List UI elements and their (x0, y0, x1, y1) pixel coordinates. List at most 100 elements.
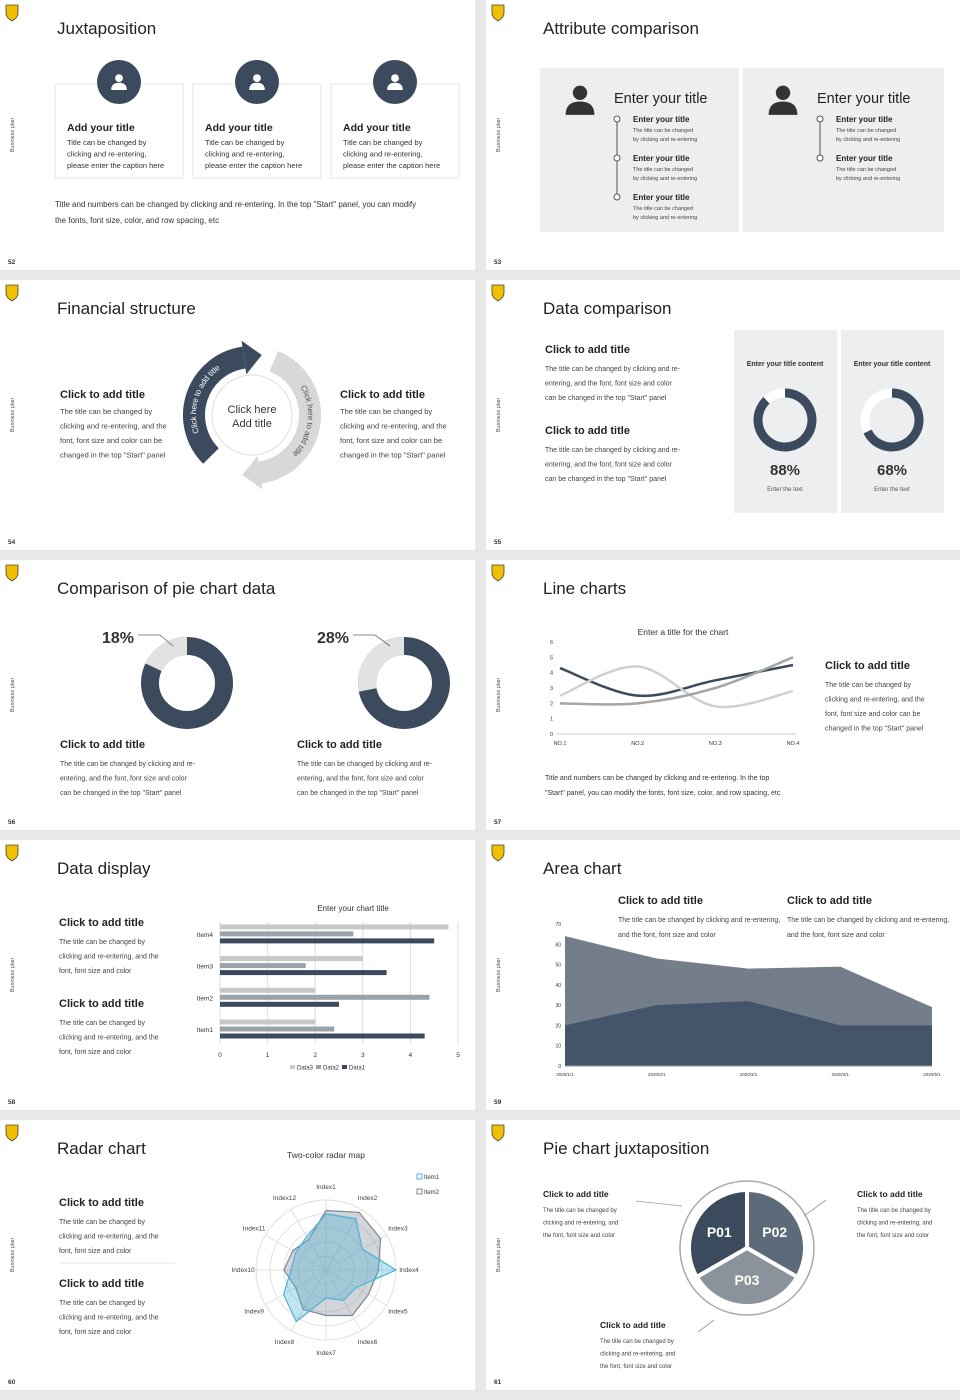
radar-spoke (325, 1234, 387, 1271)
panel-title: Enter your title content (747, 361, 824, 368)
y-tick-label: 10 (555, 1044, 561, 1050)
y-tick-label: 0 (550, 732, 553, 738)
block-title: Click to add title (543, 1189, 609, 1199)
card-text: clicking and re-entering, (205, 150, 285, 159)
slide: Financial structure 54 Business plan Click … (0, 280, 475, 550)
bar (220, 994, 430, 1000)
block-text: font, font size and color (59, 1049, 132, 1056)
donut-label: 88% (770, 462, 800, 479)
block-title: Click to add title (297, 739, 382, 751)
side-label: Business plan (496, 398, 502, 432)
y-tick-label: 30 (555, 1003, 561, 1009)
side-label: Business plan (496, 678, 502, 712)
block-text: entering, and the font, font size and co… (545, 381, 673, 388)
card-title: Add your title (343, 122, 411, 134)
block-text: the font, font size and color (857, 1233, 929, 1239)
block-text: The title can be changed by (340, 407, 432, 416)
slide-title: Radar chart (57, 1139, 146, 1158)
y-tick-label: 5 (550, 655, 553, 661)
side-label: Business plan (10, 1238, 16, 1272)
legend-swatch (316, 1065, 321, 1069)
donut-value (358, 637, 405, 692)
block-text: The title can be changed by (60, 407, 152, 416)
slide: Pie chart juxtaposition 61 Business plan P0… (486, 1120, 960, 1390)
x-tick-label: 2020/3/1 (740, 1072, 758, 1077)
block-text: entering, and the font, font size and co… (545, 462, 673, 469)
person-icon-head (253, 74, 261, 82)
logo (5, 284, 19, 302)
block-title: Click to add title (59, 998, 144, 1010)
radar-label: Index12 (273, 1195, 297, 1202)
item-text: The title can be changed (836, 128, 896, 134)
y-tick-label: Item2 (197, 995, 214, 1002)
block-text: entering, and the font, font size and co… (60, 776, 188, 783)
slide-number: 59 (494, 1099, 502, 1106)
logo (491, 844, 505, 862)
block-text: The title can be changed by clicking and… (545, 366, 681, 373)
bar (220, 1033, 425, 1039)
block-text: and the font, font size and color (787, 932, 885, 939)
timeline-dot (816, 154, 824, 162)
timeline-dot (613, 193, 621, 201)
logo (5, 564, 19, 582)
donut-value (145, 637, 188, 672)
block-text: font, font size and color (59, 968, 132, 975)
block-title: Click to add title (545, 344, 630, 356)
x-tick-label: 5 (456, 1052, 460, 1059)
block-text: clicking and re-entering, and the (825, 697, 925, 704)
bar (220, 931, 354, 937)
block-text: clicking and re-entering, and the (59, 1035, 159, 1042)
y-tick-label: Item3 (197, 964, 214, 971)
timeline-dot (613, 154, 621, 162)
line-series (559, 665, 794, 709)
chart-title: Enter a title for the chart (638, 627, 729, 637)
logo (491, 4, 505, 22)
block-text: font, font size and color (59, 1329, 132, 1336)
block-text: entering, and the font, font size and co… (297, 776, 425, 783)
block-text: clicking and re-entering, and the (59, 954, 159, 961)
block-title: Click to add title (787, 895, 872, 907)
slide-number: 58 (8, 1099, 16, 1106)
slide-number: 60 (8, 1379, 16, 1386)
donut-caption: Enter the text (767, 487, 803, 493)
y-tick-label: 6 (550, 640, 553, 646)
x-tick-label: 3 (361, 1052, 365, 1059)
y-tick-label: Item4 (197, 932, 214, 939)
y-tick-label: 1 (550, 717, 553, 723)
area (565, 1001, 932, 1066)
bar (220, 987, 316, 993)
block-text: The title can be changed by (59, 939, 146, 946)
card-text: please enter the caption here (67, 161, 164, 170)
legend-label: Item1 (424, 1175, 440, 1181)
legend-swatch (416, 1173, 423, 1180)
person-icon-body (565, 101, 595, 115)
y-tick-label: 70 (555, 922, 561, 928)
radar-label: Index6 (358, 1339, 378, 1346)
cycle-center-text: Click here (228, 404, 277, 416)
item-text: The title can be changed (633, 128, 693, 134)
side-label: Business plan (10, 398, 16, 432)
x-tick-label: 2020/5/1 (923, 1072, 941, 1077)
block-text: changed in the top "Start" panel (340, 451, 446, 460)
block-title: Click to add title (618, 895, 703, 907)
item-title: Enter your title (836, 154, 893, 163)
segment-label: P02 (762, 1224, 787, 1240)
card-title: Add your title (205, 122, 273, 134)
slide: Area chart 59 Business plan Click to add ti… (486, 840, 960, 1110)
bar (220, 924, 449, 930)
logo (491, 564, 505, 582)
bar (220, 963, 306, 969)
slide-bg (486, 560, 960, 830)
y-tick-label: 60 (555, 942, 561, 948)
slide-bg (0, 1120, 475, 1390)
logo (5, 844, 19, 862)
legend-label: Item2 (424, 1190, 440, 1196)
card-text: clicking and re-entering, (67, 150, 147, 159)
item-text: by clicking and re-entering (836, 176, 900, 182)
logo (491, 284, 505, 302)
block-title: Click to add title (59, 1278, 144, 1290)
card-icon (235, 60, 279, 104)
card-text: Title can be changed by (205, 138, 285, 147)
panel (540, 68, 739, 232)
slide: Line charts 57 Business plan Enter a title … (486, 560, 960, 830)
